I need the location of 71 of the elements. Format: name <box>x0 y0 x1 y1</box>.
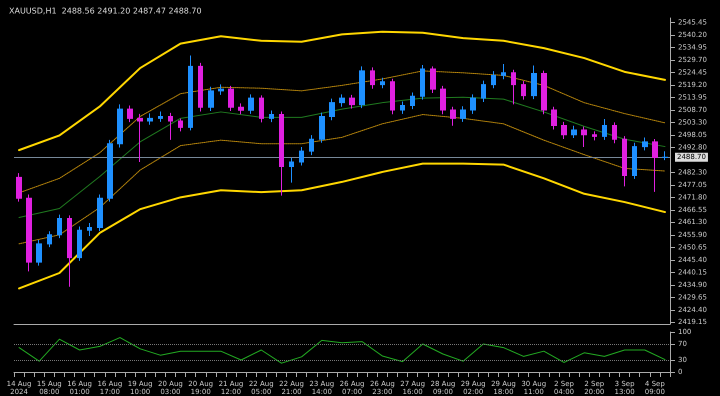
candlestick <box>228 85 234 112</box>
line-series <box>18 96 666 218</box>
candlestick <box>632 142 637 180</box>
candlestick <box>612 122 617 144</box>
candlestick <box>400 101 405 114</box>
candlestick <box>470 94 476 114</box>
candlestick <box>430 66 436 94</box>
candlestick <box>238 102 244 115</box>
candlestick <box>188 54 193 131</box>
candlestick <box>269 110 274 123</box>
candlestick <box>259 94 264 123</box>
candlestick <box>97 194 103 232</box>
candlestick <box>77 226 82 262</box>
candlestick <box>36 240 42 266</box>
candlestick <box>501 64 506 80</box>
candlestick <box>127 105 133 123</box>
candlestick <box>168 112 173 140</box>
candlestick <box>592 130 597 141</box>
candlestick <box>420 64 425 100</box>
candlestick <box>198 62 203 112</box>
candlestick <box>561 121 567 140</box>
candlestick <box>440 85 446 115</box>
candlestick <box>531 64 537 100</box>
candlestick <box>248 94 254 114</box>
candlestick <box>581 126 587 148</box>
candlestick <box>339 94 345 108</box>
candlestick <box>147 112 153 126</box>
candlestick <box>279 110 284 196</box>
candlestick <box>370 66 375 90</box>
candlestick <box>26 194 32 272</box>
line-series <box>18 114 666 244</box>
candlestick <box>622 136 627 187</box>
line-series <box>18 30 666 152</box>
chart-title: XAUUSD,H1 2488.56 2491.20 2487.47 2488.70 <box>9 6 202 16</box>
candlestick <box>329 98 335 121</box>
candlestick <box>652 138 658 192</box>
candlestick <box>218 84 224 96</box>
candlestick <box>16 172 22 202</box>
candlestick <box>349 94 355 110</box>
line-series <box>18 337 666 364</box>
candlestick <box>390 78 395 115</box>
candlestick <box>299 146 304 166</box>
candlestick <box>289 157 294 184</box>
candlestick <box>642 137 648 151</box>
candlestick <box>511 69 516 105</box>
candlestick <box>602 118 607 140</box>
candlestick <box>662 150 668 161</box>
candlestick <box>460 106 466 122</box>
candlestick <box>541 70 547 115</box>
candlestick <box>380 77 385 89</box>
candlestick <box>359 66 365 109</box>
candlestick <box>309 134 314 156</box>
candlestick <box>57 214 62 239</box>
candlestick <box>571 125 577 139</box>
candlestick <box>491 70 496 89</box>
candlestick <box>319 112 325 144</box>
candlestick <box>521 80 526 100</box>
candlestick <box>158 110 163 122</box>
candlestick <box>481 80 486 102</box>
candlestick <box>178 118 183 132</box>
candlestick <box>117 104 123 148</box>
candlestick <box>137 113 143 162</box>
line-series <box>18 162 666 290</box>
candlestick <box>410 92 415 110</box>
candlestick <box>67 214 72 288</box>
candlestick <box>107 139 113 202</box>
candlestick <box>450 106 456 126</box>
candlestick <box>47 230 52 248</box>
candlestick <box>208 86 214 112</box>
candlestick <box>551 106 557 130</box>
candlestick <box>87 222 92 236</box>
